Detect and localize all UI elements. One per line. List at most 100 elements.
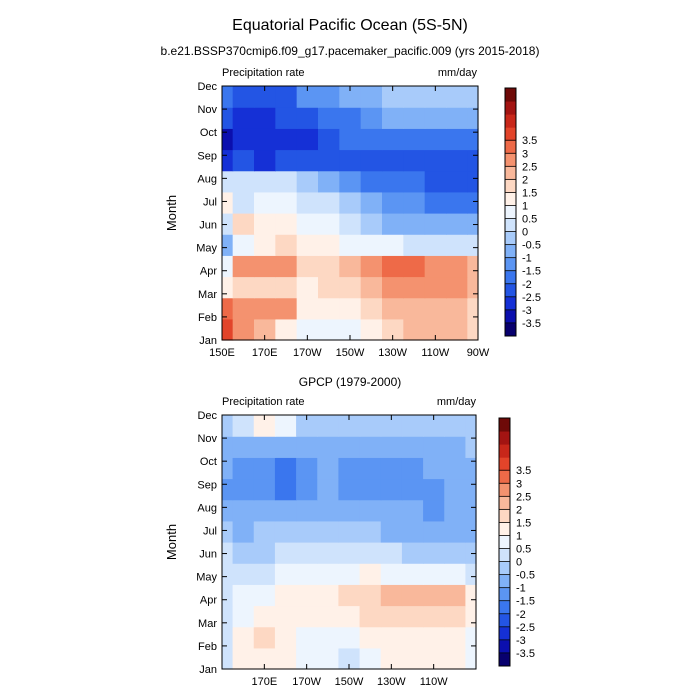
- heatmap-cell: [222, 297, 234, 320]
- heatmap-cell: [401, 520, 424, 543]
- heatmap-cell: [317, 626, 340, 649]
- heatmap-cell: [296, 499, 318, 522]
- heatmap-cell: [296, 297, 319, 320]
- y-tick-label: Sep: [197, 479, 217, 491]
- heatmap-cell: [222, 415, 234, 437]
- heatmap-cell: [274, 457, 297, 480]
- panel-model-heatmap-cells: [222, 86, 479, 341]
- heatmap-cell: [254, 297, 276, 320]
- heatmap-cell: [274, 415, 297, 437]
- heatmap-cell: [467, 86, 479, 108]
- heatmap-cell: [222, 626, 234, 649]
- heatmap-cell: [359, 542, 382, 564]
- heatmap-cell: [254, 276, 276, 299]
- heatmap-cell: [222, 318, 234, 341]
- heatmap-cell: [380, 520, 403, 543]
- heatmap-cell: [423, 626, 445, 649]
- panel-model: b.e21.BSSP370cmip6.f09_g17.pacemaker_pac…: [161, 44, 540, 359]
- heatmap-cell: [253, 605, 276, 628]
- heatmap-cell: [222, 520, 234, 543]
- colorbar-swatch: [499, 431, 510, 445]
- heatmap-cell: [424, 128, 447, 151]
- heatmap-cell: [360, 297, 383, 320]
- heatmap-cell: [296, 128, 319, 151]
- heatmap-cell: [232, 563, 255, 585]
- heatmap-cell: [339, 213, 362, 235]
- heatmap-cell: [403, 255, 426, 278]
- y-tick-label: Jun: [199, 220, 217, 232]
- colorbar-swatch: [499, 613, 510, 628]
- heatmap-cell: [380, 499, 403, 522]
- panel-obs-y-ticks: Jan Feb Mar Apr May Jun Jul Aug Sep Oct Nov Dec: [196, 410, 476, 676]
- heatmap-cell: [275, 191, 298, 214]
- heatmap-cell: [465, 415, 477, 437]
- x-tick-label: 150W: [336, 347, 365, 359]
- heatmap-cell: [232, 170, 255, 193]
- heatmap-cell: [465, 478, 477, 501]
- heatmap-cell: [403, 149, 426, 172]
- heatmap-cell: [423, 647, 445, 670]
- heatmap-cell: [253, 457, 276, 480]
- heatmap-cell: [446, 170, 468, 193]
- heatmap-cell: [222, 191, 234, 214]
- heatmap-cell: [232, 191, 255, 214]
- y-tick-label: Aug: [197, 502, 217, 514]
- y-tick-label: Nov: [197, 104, 217, 116]
- heatmap-cell: [382, 191, 404, 214]
- heatmap-cell: [254, 234, 276, 256]
- heatmap-cell: [444, 605, 467, 628]
- heatmap-cell: [253, 626, 276, 649]
- heatmap-cell: [339, 128, 362, 151]
- heatmap-cell: [465, 457, 477, 480]
- heatmap-cell: [465, 520, 477, 543]
- heatmap-cell: [401, 415, 424, 437]
- heatmap-cell: [465, 542, 477, 564]
- heatmap-cell: [382, 213, 404, 235]
- heatmap-cell: [339, 170, 362, 193]
- heatmap-cell: [467, 276, 479, 299]
- heatmap-cell: [274, 542, 297, 564]
- heatmap-cell: [253, 499, 276, 522]
- heatmap-cell: [467, 149, 479, 172]
- heatmap-cell: [444, 457, 467, 480]
- colorbar-frame: [498, 417, 511, 667]
- y-tick-label: Apr: [200, 595, 217, 607]
- heatmap-cell: [274, 563, 297, 585]
- heatmap-cell: [338, 626, 361, 649]
- heatmap-cell: [360, 191, 383, 214]
- heatmap-cell: [360, 213, 383, 235]
- heatmap-cell: [446, 191, 468, 214]
- colorbar-label: 2.5: [516, 491, 531, 503]
- heatmap-cell: [359, 626, 382, 649]
- heatmap-cell: [296, 605, 318, 628]
- heatmap-cell: [467, 213, 479, 235]
- heatmap-cell: [296, 626, 318, 649]
- heatmap-cell: [446, 234, 468, 256]
- heatmap-cell: [444, 542, 467, 564]
- heatmap-cell: [232, 584, 255, 607]
- panel-model-left-label: Precipitation rate: [222, 67, 305, 79]
- colorbar-label: 3.5: [522, 135, 537, 147]
- panel-obs-right-label: mm/day: [437, 396, 477, 408]
- heatmap-cell: [401, 605, 424, 628]
- heatmap-cell: [359, 563, 382, 585]
- heatmap-cell: [403, 191, 426, 214]
- heatmap-cell: [339, 191, 362, 214]
- heatmap-cell: [467, 128, 479, 151]
- panel-model-y-ticks: Jan Feb Mar Apr May Jun Jul Aug Sep Oct Nov Dec: [196, 81, 478, 347]
- colorbar-label: -1: [516, 583, 526, 595]
- heatmap-cell: [275, 149, 298, 172]
- heatmap-cell: [424, 318, 447, 341]
- colorbar-label: -2: [522, 279, 532, 291]
- heatmap-cell: [296, 191, 319, 214]
- heatmap-cell: [403, 297, 426, 320]
- heatmap-cell: [424, 234, 447, 256]
- heatmap-cell: [446, 128, 468, 151]
- y-tick-label: Jan: [199, 664, 217, 676]
- heatmap-cell: [232, 234, 255, 256]
- colorbar-swatch: [505, 244, 516, 259]
- heatmap-cell: [403, 86, 426, 108]
- colorbar-label: 2: [516, 504, 522, 516]
- heatmap-cell: [359, 436, 382, 458]
- x-tick-label: 130W: [378, 347, 407, 359]
